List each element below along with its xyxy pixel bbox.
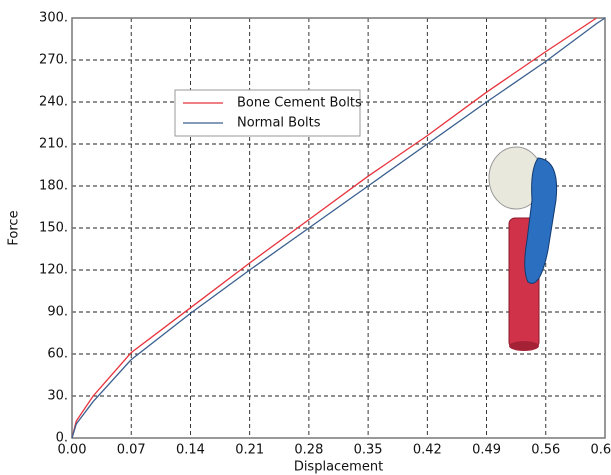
- x-tick-label: 0.07: [117, 443, 146, 458]
- y-tick-label: 90.: [47, 305, 68, 320]
- x-tick-label: 0.63: [591, 443, 611, 458]
- x-tick-label: 0.00: [58, 443, 87, 458]
- y-tick-label: 60.: [47, 347, 68, 362]
- x-tick-label: 0.35: [354, 443, 383, 458]
- y-tick-label: 240.: [39, 95, 68, 110]
- y-tick-label: 210.: [39, 137, 68, 152]
- x-axis-label: Displacement: [294, 460, 383, 475]
- legend-label: Normal Bolts: [237, 116, 321, 131]
- y-tick-label: 120.: [39, 263, 68, 278]
- y-tick-label: 180.: [39, 179, 68, 194]
- legend-label: Bone Cement Bolts: [237, 96, 362, 111]
- x-tick-label: 0.56: [531, 443, 560, 458]
- y-tick-label: 270.: [39, 53, 68, 68]
- y-tick-label: 30.: [47, 389, 68, 404]
- y-tick-label: 150.: [39, 221, 68, 236]
- x-tick-label: 0.42: [413, 443, 442, 458]
- x-tick-label: 0.14: [176, 443, 205, 458]
- legend: Bone Cement Bolts Normal Bolts: [175, 90, 362, 136]
- bone-model: [489, 147, 557, 351]
- y-axis-label: Force: [7, 210, 22, 245]
- y-tick-label: 300.: [39, 11, 68, 26]
- x-tick-label: 0.49: [472, 443, 501, 458]
- chart: 0.30.60.90.120.150.180.210.240.270.300.0…: [0, 0, 611, 475]
- x-tick-label: 0.21: [235, 443, 264, 458]
- x-tick-label: 0.28: [294, 443, 323, 458]
